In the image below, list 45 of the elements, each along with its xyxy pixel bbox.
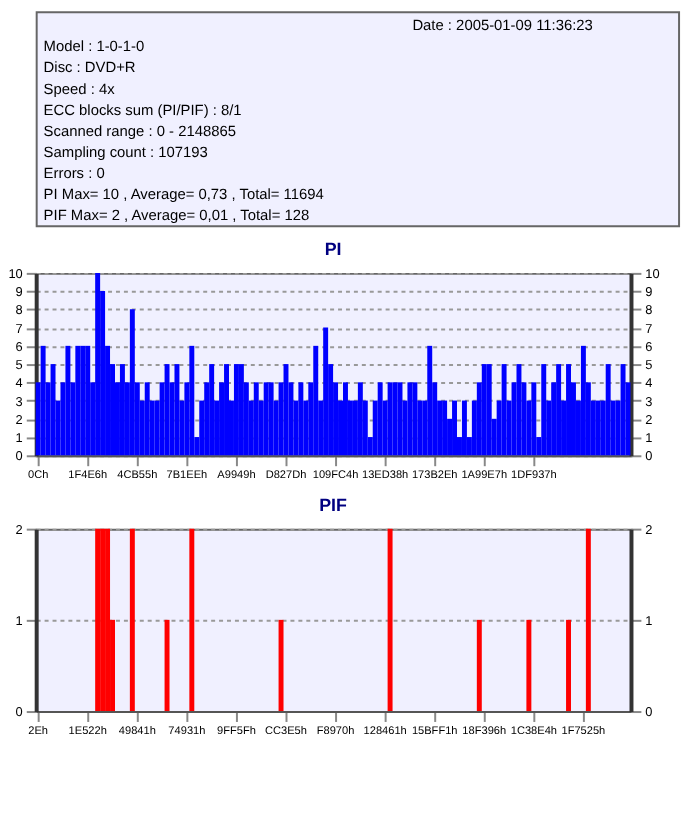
bar bbox=[164, 364, 170, 456]
chart-title: PI bbox=[324, 239, 342, 260]
bar bbox=[461, 400, 467, 456]
bar bbox=[233, 364, 239, 456]
bar bbox=[40, 345, 46, 456]
bar bbox=[580, 345, 586, 456]
bar bbox=[263, 382, 269, 456]
bar bbox=[357, 382, 363, 456]
bar bbox=[481, 364, 487, 456]
bar bbox=[65, 345, 71, 456]
bar bbox=[50, 364, 56, 456]
bar bbox=[323, 327, 329, 456]
bar bbox=[531, 382, 537, 456]
bar bbox=[268, 382, 274, 456]
bar bbox=[427, 345, 433, 456]
bar bbox=[516, 364, 522, 456]
bar bbox=[412, 382, 418, 456]
bar bbox=[486, 364, 492, 456]
bar bbox=[407, 382, 413, 456]
bar bbox=[392, 382, 398, 456]
bar bbox=[209, 364, 215, 456]
bar bbox=[85, 345, 91, 456]
bar bbox=[75, 345, 81, 456]
bar bbox=[313, 345, 319, 456]
bar bbox=[595, 400, 601, 456]
bar bbox=[80, 345, 86, 456]
bar bbox=[189, 345, 195, 456]
bar bbox=[129, 309, 135, 456]
bar bbox=[605, 364, 611, 456]
bar bbox=[377, 382, 383, 456]
bar bbox=[556, 364, 562, 456]
bar bbox=[144, 382, 150, 456]
bar bbox=[541, 364, 547, 456]
bar bbox=[566, 364, 572, 456]
bar bbox=[95, 272, 101, 456]
bar bbox=[442, 400, 448, 456]
bar bbox=[224, 364, 229, 456]
bar bbox=[387, 382, 393, 456]
bar bbox=[452, 400, 457, 456]
bar bbox=[253, 382, 259, 456]
bar bbox=[298, 382, 304, 456]
bar bbox=[501, 364, 507, 456]
chart-title: PIF bbox=[319, 494, 349, 515]
bar bbox=[174, 364, 180, 456]
bar bbox=[620, 364, 626, 456]
